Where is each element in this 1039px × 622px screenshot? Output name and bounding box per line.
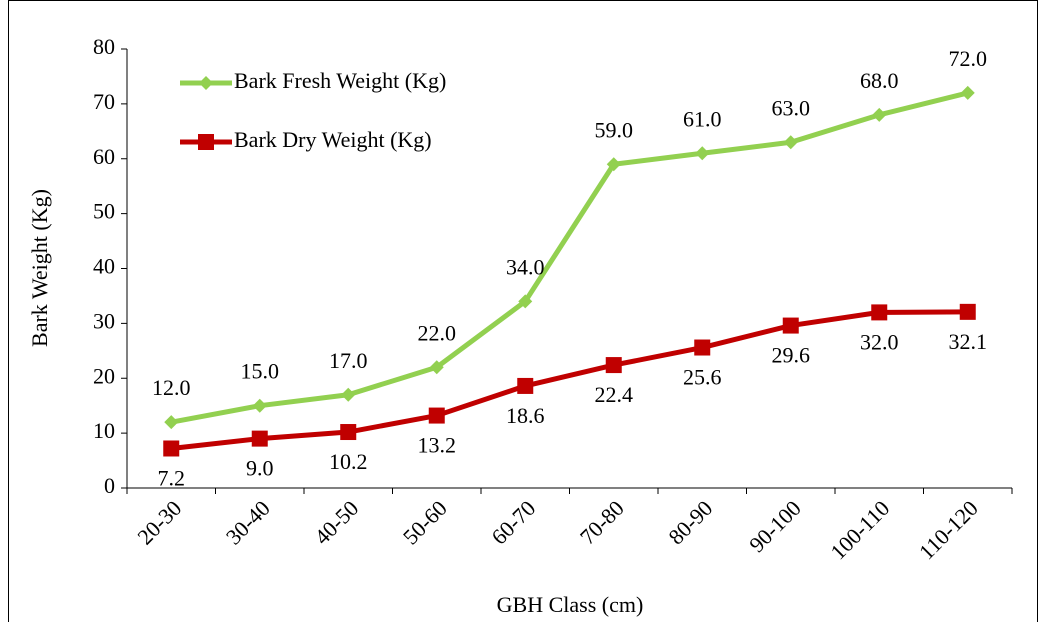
marker [783, 135, 798, 150]
data-label: 15.0 [241, 359, 280, 384]
y-tick-label: 10 [93, 418, 115, 443]
data-label: 72.0 [949, 46, 988, 71]
marker [198, 134, 214, 150]
x-tick-label: 30-40 [221, 495, 275, 549]
x-tick-label: 70-80 [575, 495, 629, 549]
data-label: 10.2 [329, 449, 368, 474]
marker [163, 440, 180, 457]
x-tick-label: 50-60 [398, 495, 452, 549]
x-tick-label: 100-110 [825, 495, 894, 564]
data-label: 13.2 [418, 433, 457, 458]
marker [340, 424, 357, 441]
y-tick-label: 60 [93, 144, 115, 169]
marker [164, 415, 179, 430]
marker [959, 303, 976, 320]
marker [251, 430, 268, 447]
data-label: 59.0 [595, 117, 634, 142]
marker [429, 360, 444, 375]
data-label: 34.0 [506, 254, 545, 279]
marker [605, 357, 622, 374]
marker [606, 157, 621, 172]
legend-label: Bark Fresh Weight (Kg) [234, 68, 446, 93]
series-line [170, 309, 968, 451]
marker [782, 317, 799, 334]
y-tick-label: 50 [93, 199, 115, 224]
marker [871, 304, 888, 321]
series-line [170, 90, 969, 425]
marker [428, 407, 445, 424]
marker [960, 85, 975, 100]
x-tick-label: 80-90 [663, 495, 717, 549]
data-label: 22.0 [418, 320, 457, 345]
marker [695, 146, 710, 161]
data-label: 17.0 [329, 348, 368, 373]
y-tick-label: 0 [104, 473, 115, 498]
marker [694, 339, 711, 356]
data-label: 9.0 [246, 456, 274, 481]
x-tick-label: 90-100 [744, 495, 806, 557]
marker [517, 377, 534, 394]
data-label: 32.0 [860, 329, 899, 354]
marker [341, 387, 356, 402]
data-label: 18.6 [506, 403, 545, 428]
y-tick-label: 80 [93, 34, 115, 59]
data-label: 61.0 [683, 106, 722, 131]
data-label: 29.6 [772, 343, 811, 368]
x-axis-title: GBH Class (cm) [497, 592, 644, 617]
y-tick-label: 40 [93, 254, 115, 279]
x-tick-label: 40-50 [309, 495, 363, 549]
data-label: 68.0 [860, 68, 899, 93]
marker [518, 294, 533, 309]
marker [199, 76, 213, 90]
x-tick-label: 110-120 [914, 495, 983, 564]
data-label: 25.6 [683, 365, 722, 390]
y-tick-label: 30 [93, 308, 115, 333]
marker [872, 107, 887, 122]
y-tick-label: 20 [93, 363, 115, 388]
frame [8, 0, 1038, 622]
legend-label: Bark Dry Weight (Kg) [234, 127, 432, 152]
marker [252, 398, 267, 413]
data-label: 22.4 [595, 382, 634, 407]
y-axis-title: Bark Weight (Kg) [27, 189, 52, 347]
data-label: 7.2 [158, 466, 186, 491]
data-label: 12.0 [152, 375, 191, 400]
y-tick-label: 70 [93, 89, 115, 114]
data-label: 32.1 [949, 329, 988, 354]
x-tick-label: 60-70 [486, 495, 540, 549]
x-tick-label: 20-30 [132, 495, 186, 549]
data-label: 63.0 [772, 95, 811, 120]
